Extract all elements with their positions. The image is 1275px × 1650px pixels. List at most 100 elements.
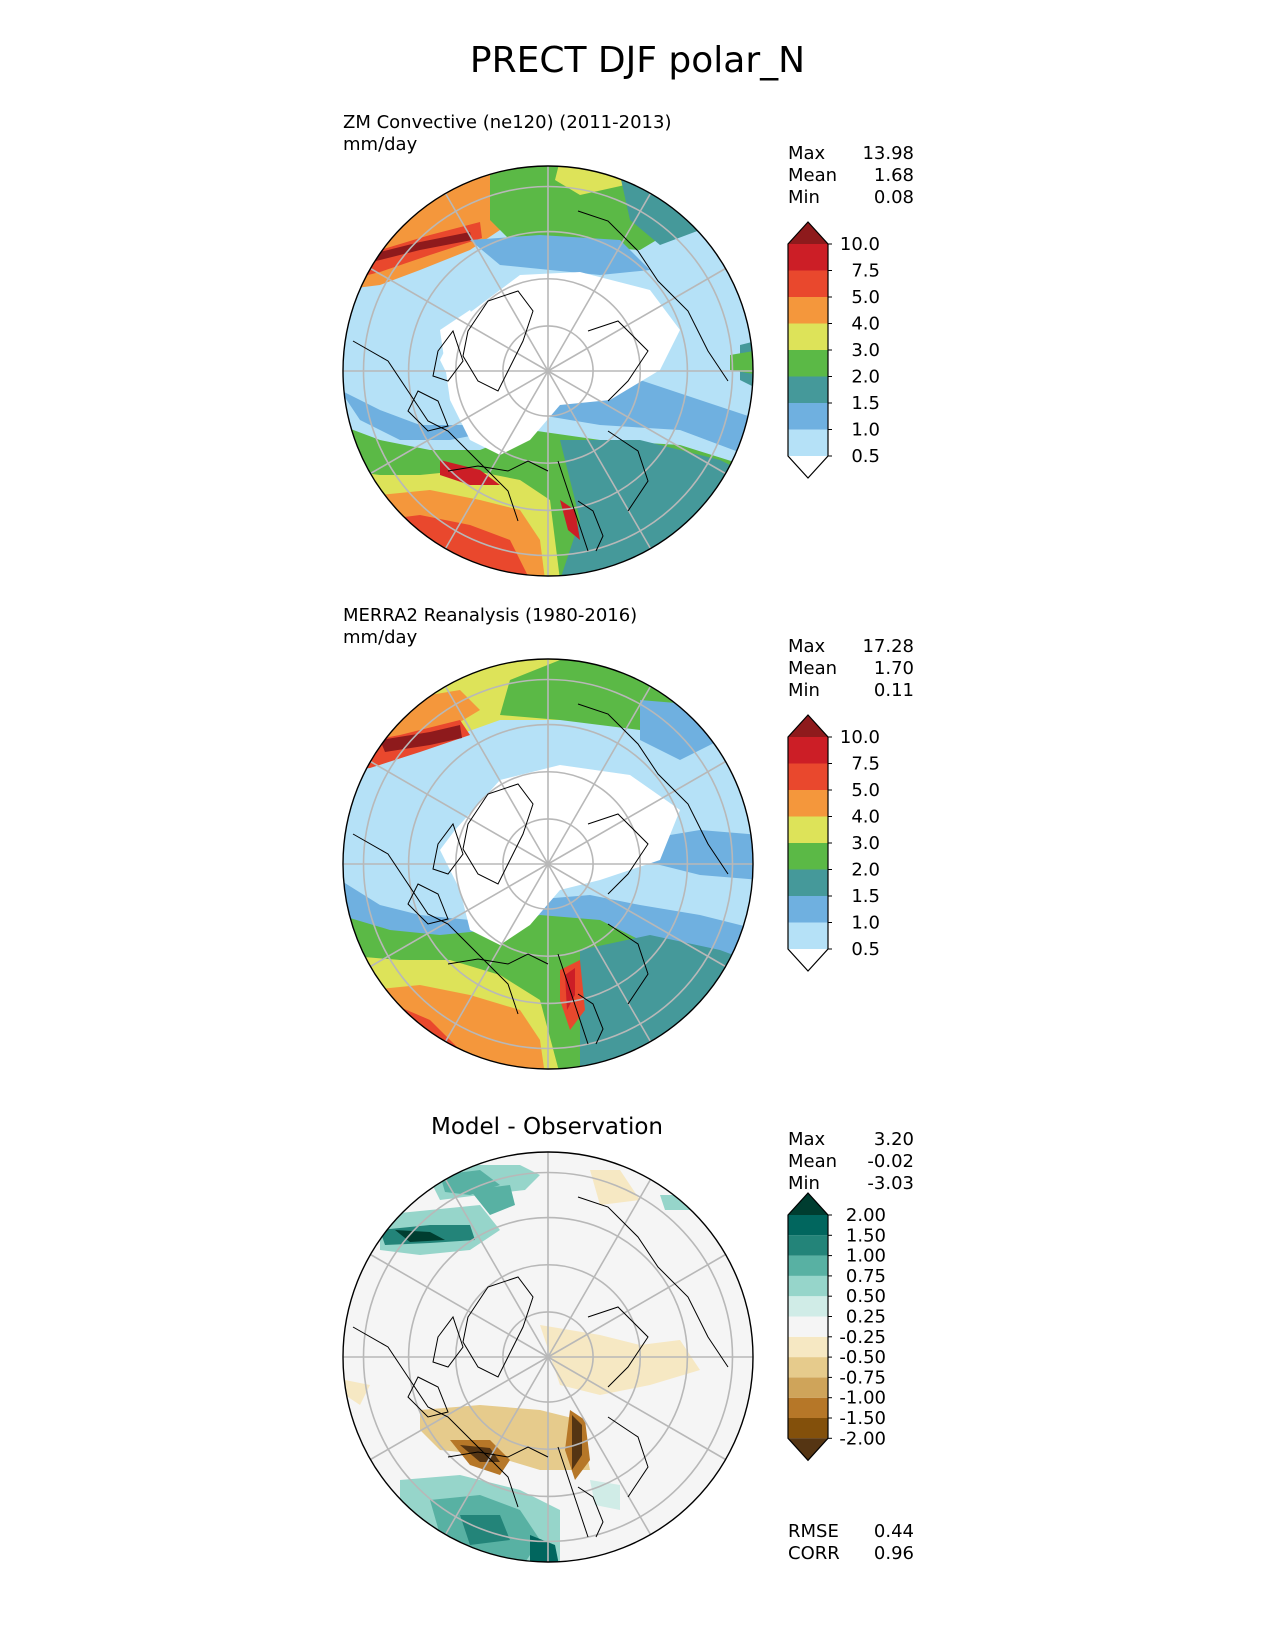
meridian-line: [370, 1253, 549, 1358]
colorbar-tick-label: 7.5: [851, 754, 880, 775]
polar-grid: [343, 1152, 753, 1562]
coastline-segment: [557, 1446, 589, 1538]
panel-ref-units: mm/day: [343, 627, 418, 648]
colorbar-segment: [788, 1235, 828, 1256]
metric-corr-label: CORR: [788, 1543, 840, 1564]
stat-max-value: 3.20: [873, 1129, 914, 1150]
colorbar-tick-label: 1.0: [851, 420, 880, 441]
colorbar-segment: [788, 790, 828, 817]
stat-min-value: 0.11: [873, 680, 914, 701]
colorbar-tick-label: 0.5: [851, 446, 880, 467]
stat-mean-value: 1.68: [873, 165, 914, 186]
meridian-line: [547, 1179, 652, 1358]
coastline-segment: [432, 822, 464, 875]
colorbar-extend-max: [788, 1193, 828, 1215]
metric-rmse-label: RMSE: [788, 1521, 839, 1542]
metric-rmse-row: RMSE 0.44: [788, 1521, 914, 1543]
coastline-segment: [447, 1446, 549, 1458]
colorbar-segment: [788, 270, 828, 297]
coastline-segment: [462, 783, 534, 885]
colorbar-segment: [788, 1255, 828, 1276]
colorbar-segment: [788, 1357, 828, 1378]
colorbar-segment: [788, 816, 828, 843]
coastline-segment: [577, 1196, 729, 1368]
coastline-segment: [462, 1276, 534, 1378]
coastline-segment: [577, 993, 604, 1045]
meridian-line: [547, 370, 726, 475]
colorbar-segment: [788, 869, 828, 896]
stat-min-label: Min: [788, 187, 820, 208]
stat-max-row: Max 3.20: [788, 1129, 914, 1151]
meridian-line: [547, 370, 652, 549]
meridian-line: [370, 1356, 549, 1461]
colorbar-tick-label: 0.25: [846, 1307, 886, 1328]
coastline-segment: [607, 1416, 649, 1498]
stat-mean-value: 1.70: [873, 658, 914, 679]
panel-test-stats: Max 13.98 Mean 1.68 Min 0.08: [788, 143, 914, 209]
stat-max-row: Max 13.98: [788, 143, 914, 165]
meridian-line: [370, 760, 549, 865]
meridian-line: [444, 370, 549, 549]
coastline-segment: [587, 320, 649, 402]
colorbar-tick-label: 1.00: [846, 1246, 886, 1267]
colorbar-segment: [788, 350, 828, 377]
map-boundary: [342, 165, 754, 577]
colorbar-tick-label: 1.50: [846, 1225, 886, 1246]
coastline-segment: [432, 1315, 464, 1368]
colorbar-tick-label: 3.0: [851, 833, 880, 854]
colorbar-tick-label: 5.0: [851, 287, 880, 308]
stat-min-row: Min -3.03: [788, 1173, 914, 1195]
stat-min-value: 0.08: [873, 187, 914, 208]
meridian-line: [444, 1356, 549, 1535]
meridian-line: [444, 686, 549, 865]
meridian-line: [444, 863, 549, 1042]
coastline-segment: [352, 833, 519, 1015]
colorbar-extend-min: [788, 456, 828, 478]
figure-title: PRECT DJF polar_N: [469, 40, 806, 81]
stat-min-row: Min 0.11: [788, 680, 914, 702]
coastline-segment: [407, 1376, 449, 1418]
colorbar-tick-label: -2.00: [839, 1428, 886, 1449]
colorbar-tick-label: 0.75: [846, 1266, 886, 1287]
coastline-segment: [407, 390, 449, 432]
panel-test-title: ZM Convective (ne120) (2011-2013): [343, 112, 672, 133]
colorbar-segment: [788, 1377, 828, 1398]
colorbar-test: 0.5 1.0 1.5 2.0 3.0 4.0 5.0 7.5 10.0: [787, 221, 880, 479]
colorbar-segment: [788, 1397, 828, 1418]
coastline-segment: [577, 210, 729, 382]
stat-mean-row: Mean 1.70: [788, 658, 914, 680]
colorbar-ref: 0.5 1.0 1.5 2.0 3.0 4.0 5.0 7.5 10.0: [787, 714, 880, 972]
metric-corr-row: CORR 0.96: [788, 1543, 914, 1565]
stat-min-row: Min 0.08: [788, 187, 914, 209]
stat-mean-label: Mean: [788, 1151, 838, 1172]
coastline: [352, 703, 729, 1045]
coastline-segment: [607, 430, 649, 512]
panel-diff-title: Model - Observation: [430, 1114, 664, 1140]
colorbar-extend-max: [788, 715, 828, 737]
panel-diff-metrics: RMSE 0.44 CORR 0.96: [788, 1521, 914, 1565]
colorbar-tick-label: 2.0: [851, 860, 880, 881]
stat-mean-value: -0.02: [867, 1151, 914, 1172]
coastline: [352, 210, 729, 552]
coastline-segment: [577, 500, 604, 552]
colorbar-segment: [788, 403, 828, 430]
coastline-segment: [352, 340, 519, 522]
colorbar-tick-label: 1.0: [851, 913, 880, 934]
colorbar-segment: [788, 376, 828, 403]
colorbar-extend-min: [788, 949, 828, 971]
colorbar-segment: [788, 1336, 828, 1358]
colorbar-tick-label: -1.50: [839, 1408, 886, 1429]
colorbar-tick-label: 7.5: [851, 261, 880, 282]
colorbar-segment: [788, 244, 828, 271]
colorbar-segment: [788, 843, 828, 870]
meridian-line: [547, 863, 726, 968]
colorbar-tick-label: 4.0: [851, 807, 880, 828]
stat-max-label: Max: [788, 1129, 826, 1150]
meridian-line: [547, 1253, 726, 1358]
colorbar-tick-label: 5.0: [851, 780, 880, 801]
colorbar-tick-label: -1.00: [839, 1388, 886, 1409]
stat-mean-row: Mean 1.68: [788, 165, 914, 187]
colorbar-tick-label: 0.50: [846, 1286, 886, 1307]
colorbar-segment: [788, 1296, 828, 1317]
